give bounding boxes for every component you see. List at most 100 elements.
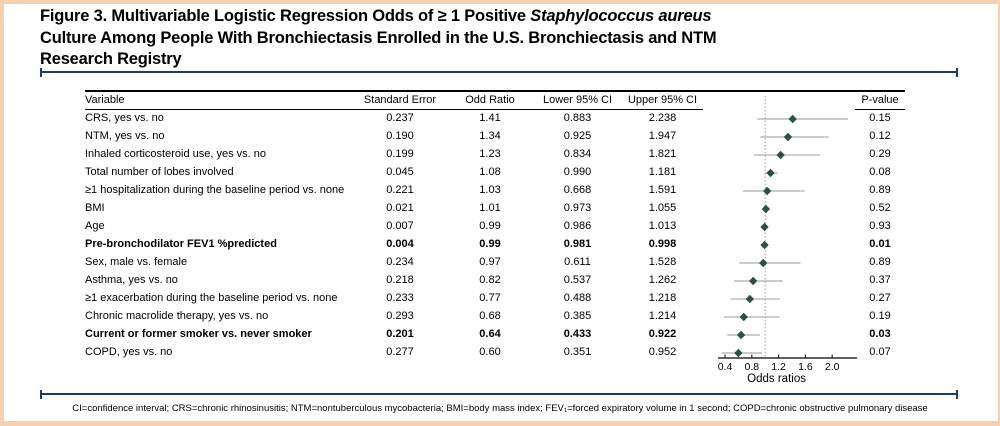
table-row: Total number of lobes involved 0.045 1.08 0… [85, 163, 905, 181]
x-tick-label: 0.4 [718, 361, 733, 373]
figure-title: Figure 3. Multivariable Logistic Regress… [40, 6, 930, 71]
cell-upper-ci: 1.821 [648, 148, 677, 160]
cell-lower-ci: 0.986 [563, 220, 592, 232]
cell-variable: Chronic macrolide therapy, yes vs. no [85, 310, 269, 322]
x-tick-label: 0.8 [744, 361, 759, 373]
cell-p-value: 0.52 [869, 202, 891, 214]
odds-ratio-diamond [734, 348, 743, 358]
header-standard-error: Standard Error [363, 94, 437, 106]
cell-upper-ci: 0.952 [648, 346, 677, 358]
cell-upper-ci: 1.218 [648, 292, 677, 304]
cell-upper-ci: 1.947 [648, 130, 677, 142]
x-tick-label: 1.2 [771, 361, 786, 373]
cell-standard-error: 0.007 [386, 220, 414, 232]
cell-p-value: 0.19 [869, 310, 891, 322]
cell-standard-error: 0.199 [386, 148, 414, 160]
cell-p-value: 0.29 [869, 148, 891, 160]
cell-standard-error: 0.237 [386, 112, 414, 124]
cell-odd-ratio: 1.01 [479, 202, 501, 214]
cell-lower-ci: 0.385 [563, 310, 592, 322]
cell-lower-ci: 0.925 [563, 130, 592, 142]
cell-p-value: 0.27 [869, 292, 891, 304]
table-row: Inhaled corticosteroid use, yes vs. no 0.… [85, 145, 905, 163]
cell-variable: Inhaled corticosteroid use, yes vs. no [85, 148, 266, 160]
cell-lower-ci: 0.981 [563, 238, 592, 250]
cell-standard-error: 0.277 [386, 346, 414, 358]
odds-ratio-diamond [760, 222, 769, 232]
cell-p-value: 0.89 [869, 184, 891, 196]
header-underline [85, 109, 703, 110]
header-p-value: P-value [861, 94, 899, 106]
odds-ratio-diamond [758, 258, 768, 268]
cell-variable: Pre-bronchodilator FEV1 %predicted [85, 238, 277, 250]
cell-upper-ci: 1.262 [648, 274, 677, 286]
table-row: ≥1 exacerbation during the baseline peri… [85, 289, 905, 307]
header-variable: Variable [85, 94, 125, 106]
cell-lower-ci: 0.433 [563, 328, 592, 340]
odds-ratio-diamond [760, 240, 769, 250]
odds-ratio-diamond [783, 132, 793, 142]
bottom-accent-bar [0, 421, 1000, 426]
pvalue-header-underline [855, 109, 905, 110]
cell-lower-ci: 0.611 [564, 256, 591, 268]
cell-standard-error: 0.233 [386, 292, 414, 304]
cell-variable: ≥1 hospitalization during the baseline p… [85, 184, 345, 196]
cell-standard-error: 0.045 [386, 166, 414, 178]
left-accent-bar [0, 0, 4, 426]
odds-ratio-diamond [766, 168, 775, 178]
cell-variable: BMI [85, 202, 105, 214]
title-line-3: Research Registry [40, 50, 182, 68]
cell-variable: Asthma, yes vs. no [85, 274, 178, 286]
table-top-border [85, 90, 905, 92]
cell-variable: Current or former smoker vs. never smoke… [85, 328, 312, 340]
odds-ratio-diamond [761, 204, 771, 214]
odds-ratio-diamond [748, 276, 758, 286]
cell-upper-ci: 1.528 [648, 256, 677, 268]
cell-odd-ratio: 1.34 [479, 130, 501, 142]
cell-variable: Age [85, 220, 105, 232]
cell-upper-ci: 1.055 [648, 202, 677, 214]
abbreviations-footnote: CI=confidence interval; CRS=chronic rhin… [72, 403, 928, 414]
cell-upper-ci: 1.214 [648, 310, 677, 322]
cell-standard-error: 0.234 [386, 256, 414, 268]
table-row: ≥1 hospitalization during the baseline p… [85, 181, 905, 199]
cell-variable: CRS, yes vs. no [85, 112, 164, 124]
table-row: COPD, yes vs. no 0.277 0.60 0.351 0.952 0.07 [85, 343, 905, 361]
cell-odd-ratio: 0.97 [479, 256, 501, 268]
cell-standard-error: 0.004 [386, 238, 414, 250]
cell-odd-ratio: 0.68 [479, 310, 501, 322]
cell-variable: Total number of lobes involved [85, 166, 234, 178]
cell-p-value: 0.15 [869, 112, 891, 124]
divider-top [40, 67, 958, 77]
odds-ratio-diamond [736, 330, 746, 340]
table-row: BMI 0.021 1.01 0.973 1.055 0.52 [85, 199, 905, 217]
cell-variable: COPD, yes vs. no [85, 346, 173, 358]
title-italic-species: Staphylococcus aureus [530, 7, 712, 25]
cell-p-value: 0.01 [869, 238, 891, 250]
x-tick-label: 2.0 [825, 361, 840, 373]
odds-ratio-diamond [776, 150, 785, 160]
cell-p-value: 0.93 [869, 220, 891, 232]
table-row: Sex, male vs. female 0.234 0.97 0.611 1.528 0… [85, 253, 905, 271]
cell-variable: NTM, yes vs. no [85, 130, 165, 142]
cell-lower-ci: 0.883 [563, 112, 592, 124]
table-row: Chronic macrolide therapy, yes vs. no 0.2… [85, 307, 905, 325]
cell-standard-error: 0.221 [386, 184, 414, 196]
cell-odd-ratio: 1.41 [479, 112, 501, 124]
cell-odd-ratio: 0.82 [479, 274, 501, 286]
odds-ratio-diamond [788, 114, 797, 124]
cell-odd-ratio: 1.23 [479, 148, 501, 160]
cell-odd-ratio: 1.03 [479, 184, 501, 196]
header-upper-ci: Upper 95% CI [627, 94, 698, 106]
table-row: Current or former smoker vs. never smoke… [85, 325, 905, 343]
cell-p-value: 0.12 [869, 130, 891, 142]
cell-upper-ci: 1.591 [648, 184, 677, 196]
forest-table: Variable Standard Error Odd Ratio Lower … [85, 90, 905, 385]
cell-odd-ratio: 0.99 [479, 220, 501, 232]
cell-odd-ratio: 1.08 [479, 166, 501, 178]
table-row: NTM, yes vs. no 0.190 1.34 0.925 1.947 0.12 [85, 127, 905, 145]
title-text: Figure 3. Multivariable Logistic Regress… [40, 7, 531, 25]
cell-standard-error: 0.218 [386, 274, 414, 286]
cell-variable: ≥1 exacerbation during the baseline peri… [85, 292, 338, 304]
